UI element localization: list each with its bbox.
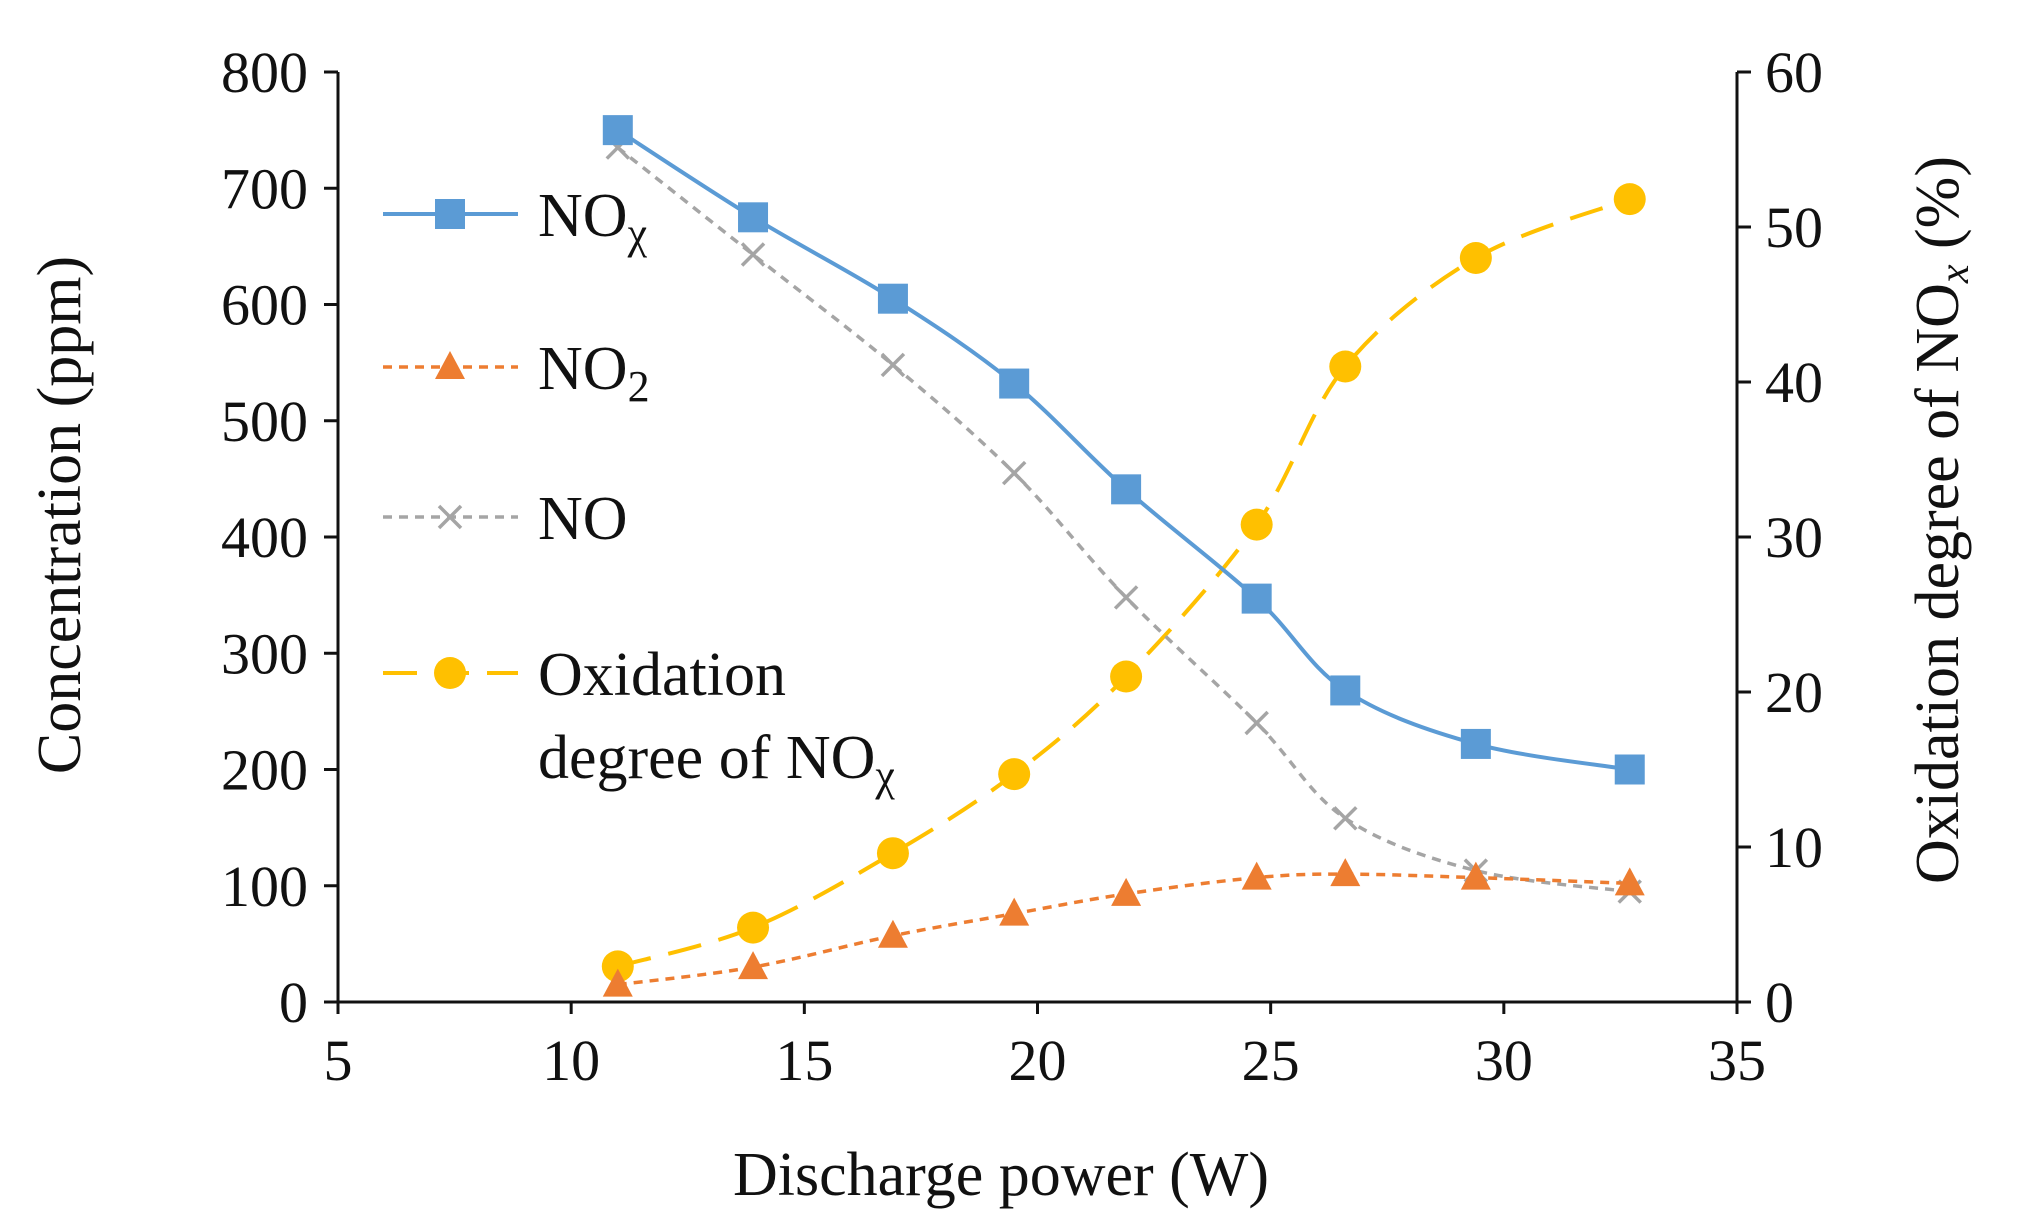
data-point (601, 950, 634, 983)
data-point (1111, 877, 1142, 906)
data-point (738, 202, 769, 233)
data-point (740, 242, 766, 267)
data-point (1330, 858, 1361, 887)
y2-tick-label: 10 (1765, 815, 1823, 880)
legend-marker (434, 657, 466, 689)
marker-stroke (1113, 585, 1139, 610)
legend-label-main: NO (538, 335, 628, 403)
plot-area (601, 115, 1646, 997)
x-tick-label: 30 (1475, 1028, 1533, 1093)
legend-marker (435, 199, 465, 229)
y-tick-label: 200 (221, 738, 308, 803)
y-tick-label: 100 (221, 854, 308, 919)
legend-item: NO (383, 485, 628, 553)
y2-tick-label: 0 (1765, 970, 1794, 1035)
legend-label-main: degree of NO (538, 724, 875, 792)
marker-stroke (1244, 710, 1269, 736)
marker-stroke (437, 504, 463, 530)
data-point (1333, 806, 1358, 831)
data-point (1240, 508, 1273, 541)
data-point (1614, 867, 1645, 896)
legend-label: NOχ (538, 182, 648, 258)
data-point (1460, 728, 1491, 759)
data-point (1241, 861, 1272, 890)
data-point (998, 758, 1031, 791)
series-0 (602, 115, 1645, 785)
y2-tick-label: 50 (1765, 195, 1823, 260)
legend-label-main: NO (538, 485, 628, 553)
data-point (880, 352, 906, 378)
marker-stroke (740, 242, 766, 267)
y-axis-label: Concentration (ppm) (26, 256, 94, 774)
legend-marker (435, 351, 465, 379)
series-3 (601, 183, 1646, 983)
data-point (1330, 675, 1361, 706)
legend-label: NO (538, 485, 628, 553)
data-point (738, 951, 769, 980)
legend-label-sub: χ (874, 751, 895, 800)
data-point (737, 911, 770, 944)
legend-label-sub: χ (627, 209, 648, 258)
y-tick-label: 600 (221, 273, 308, 338)
series-line (617, 197, 1631, 969)
data-point (1241, 583, 1272, 614)
data-point (1613, 183, 1646, 216)
data-point (1113, 585, 1139, 610)
legend-item: Oxidation degree of NOχ (383, 641, 895, 800)
data-point (1459, 242, 1492, 274)
legend-marker (437, 504, 463, 530)
y2-axis-label: Oxidation degree of NOx (%) (1904, 156, 1978, 884)
legend-label: NO2 (538, 335, 650, 411)
legend-label-sub: 2 (628, 362, 650, 411)
x-tick-label: 25 (1242, 1028, 1300, 1093)
y-tick-label: 0 (279, 970, 308, 1035)
y2-tick-label: 40 (1765, 350, 1823, 415)
data-point (877, 283, 908, 314)
series-1 (602, 858, 1645, 997)
data-point (1001, 460, 1027, 486)
marker-stroke (880, 352, 906, 378)
legend-item: NO2 (383, 335, 650, 411)
marker-stroke (1333, 806, 1358, 831)
data-point (1110, 660, 1143, 693)
legend-label: Oxidation (538, 641, 786, 709)
legend-label-main: NO (538, 182, 628, 250)
y-tick-label: 400 (221, 505, 308, 570)
y-tick-label: 500 (221, 389, 308, 454)
data-point (876, 837, 909, 870)
y2-tick-label: 20 (1765, 660, 1823, 725)
data-point (1460, 861, 1491, 890)
x-tick-label: 20 (1009, 1028, 1067, 1093)
marker-stroke (1001, 460, 1027, 486)
data-point (602, 115, 633, 146)
x-tick-label: 10 (542, 1028, 600, 1093)
y2-axis-label-sub: x (1932, 264, 1978, 284)
legend-item: NOχ (383, 182, 648, 258)
data-point (877, 919, 908, 948)
data-point (1329, 350, 1362, 383)
y-tick-label: 300 (221, 621, 308, 686)
x-axis-label: Discharge power (W) (733, 1141, 1269, 1209)
y-tick-label: 700 (221, 156, 308, 221)
data-point (999, 368, 1030, 399)
data-point (1111, 474, 1142, 505)
data-point (1244, 710, 1269, 736)
y2-tick-label: 30 (1765, 505, 1823, 570)
x-tick-label: 15 (775, 1028, 833, 1093)
x-tick-label: 35 (1708, 1028, 1766, 1093)
y2-tick-label: 60 (1765, 40, 1823, 105)
y-tick-label: 800 (221, 40, 308, 105)
legend-label: degree of NOχ (538, 724, 895, 800)
x-tick-label: 5 (324, 1028, 353, 1093)
axes: 5 10 15 20 25 30 35010020030040050060070080001… (221, 40, 1823, 1093)
data-point (999, 897, 1030, 926)
data-point (602, 968, 633, 997)
data-point (1614, 754, 1645, 785)
